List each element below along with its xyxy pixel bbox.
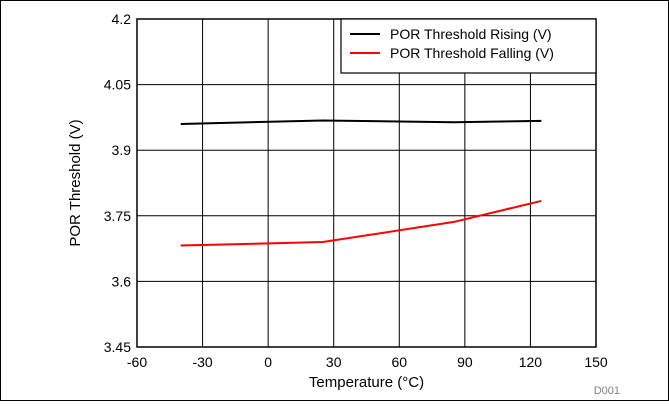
x-tick-label: 120 bbox=[519, 354, 543, 370]
legend-label-falling: POR Threshold Falling (V) bbox=[390, 45, 554, 61]
x-tick-label: -60 bbox=[127, 354, 147, 370]
y-tick-label: 4.2 bbox=[112, 11, 132, 27]
y-tick-label: 3.45 bbox=[104, 339, 131, 355]
x-tick-label: 30 bbox=[326, 354, 342, 370]
legend-box bbox=[340, 18, 597, 74]
x-tick-label: 150 bbox=[584, 354, 608, 370]
legend-label-rising: POR Threshold Rising (V) bbox=[390, 26, 552, 42]
y-tick-label: 3.9 bbox=[112, 142, 132, 158]
x-axis-label: Temperature (°C) bbox=[309, 374, 424, 391]
y-axis-label: POR Threshold (V) bbox=[67, 119, 84, 246]
x-tick-label: -30 bbox=[192, 354, 212, 370]
y-tick-label: 3.6 bbox=[112, 273, 132, 289]
figure-id-label: D001 bbox=[594, 385, 620, 397]
series-line-rising bbox=[180, 119, 542, 125]
series-layer bbox=[180, 119, 542, 247]
grid bbox=[137, 19, 596, 347]
series-line-falling bbox=[180, 199, 542, 247]
x-tick-label: 90 bbox=[457, 354, 473, 370]
x-axis-ticks: -60 -30 0 30 60 90 120 150 bbox=[127, 354, 608, 370]
x-tick-label: 60 bbox=[391, 354, 407, 370]
y-axis-ticks: 3.45 3.6 3.75 3.9 4.05 4.2 bbox=[104, 11, 131, 355]
legend: POR Threshold Rising (V) POR Threshold Fa… bbox=[340, 18, 597, 74]
x-tick-label: 0 bbox=[264, 354, 272, 370]
y-tick-label: 4.05 bbox=[104, 77, 131, 93]
y-tick-label: 3.75 bbox=[104, 208, 131, 224]
